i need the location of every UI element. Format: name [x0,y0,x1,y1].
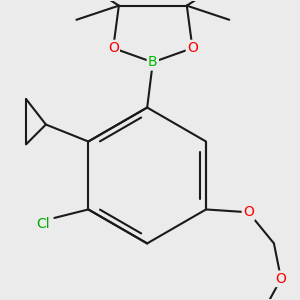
Text: Cl: Cl [36,217,50,231]
Text: O: O [243,205,254,219]
Text: O: O [187,41,198,55]
Text: B: B [148,55,158,69]
Text: O: O [276,272,286,286]
Text: O: O [108,41,118,55]
